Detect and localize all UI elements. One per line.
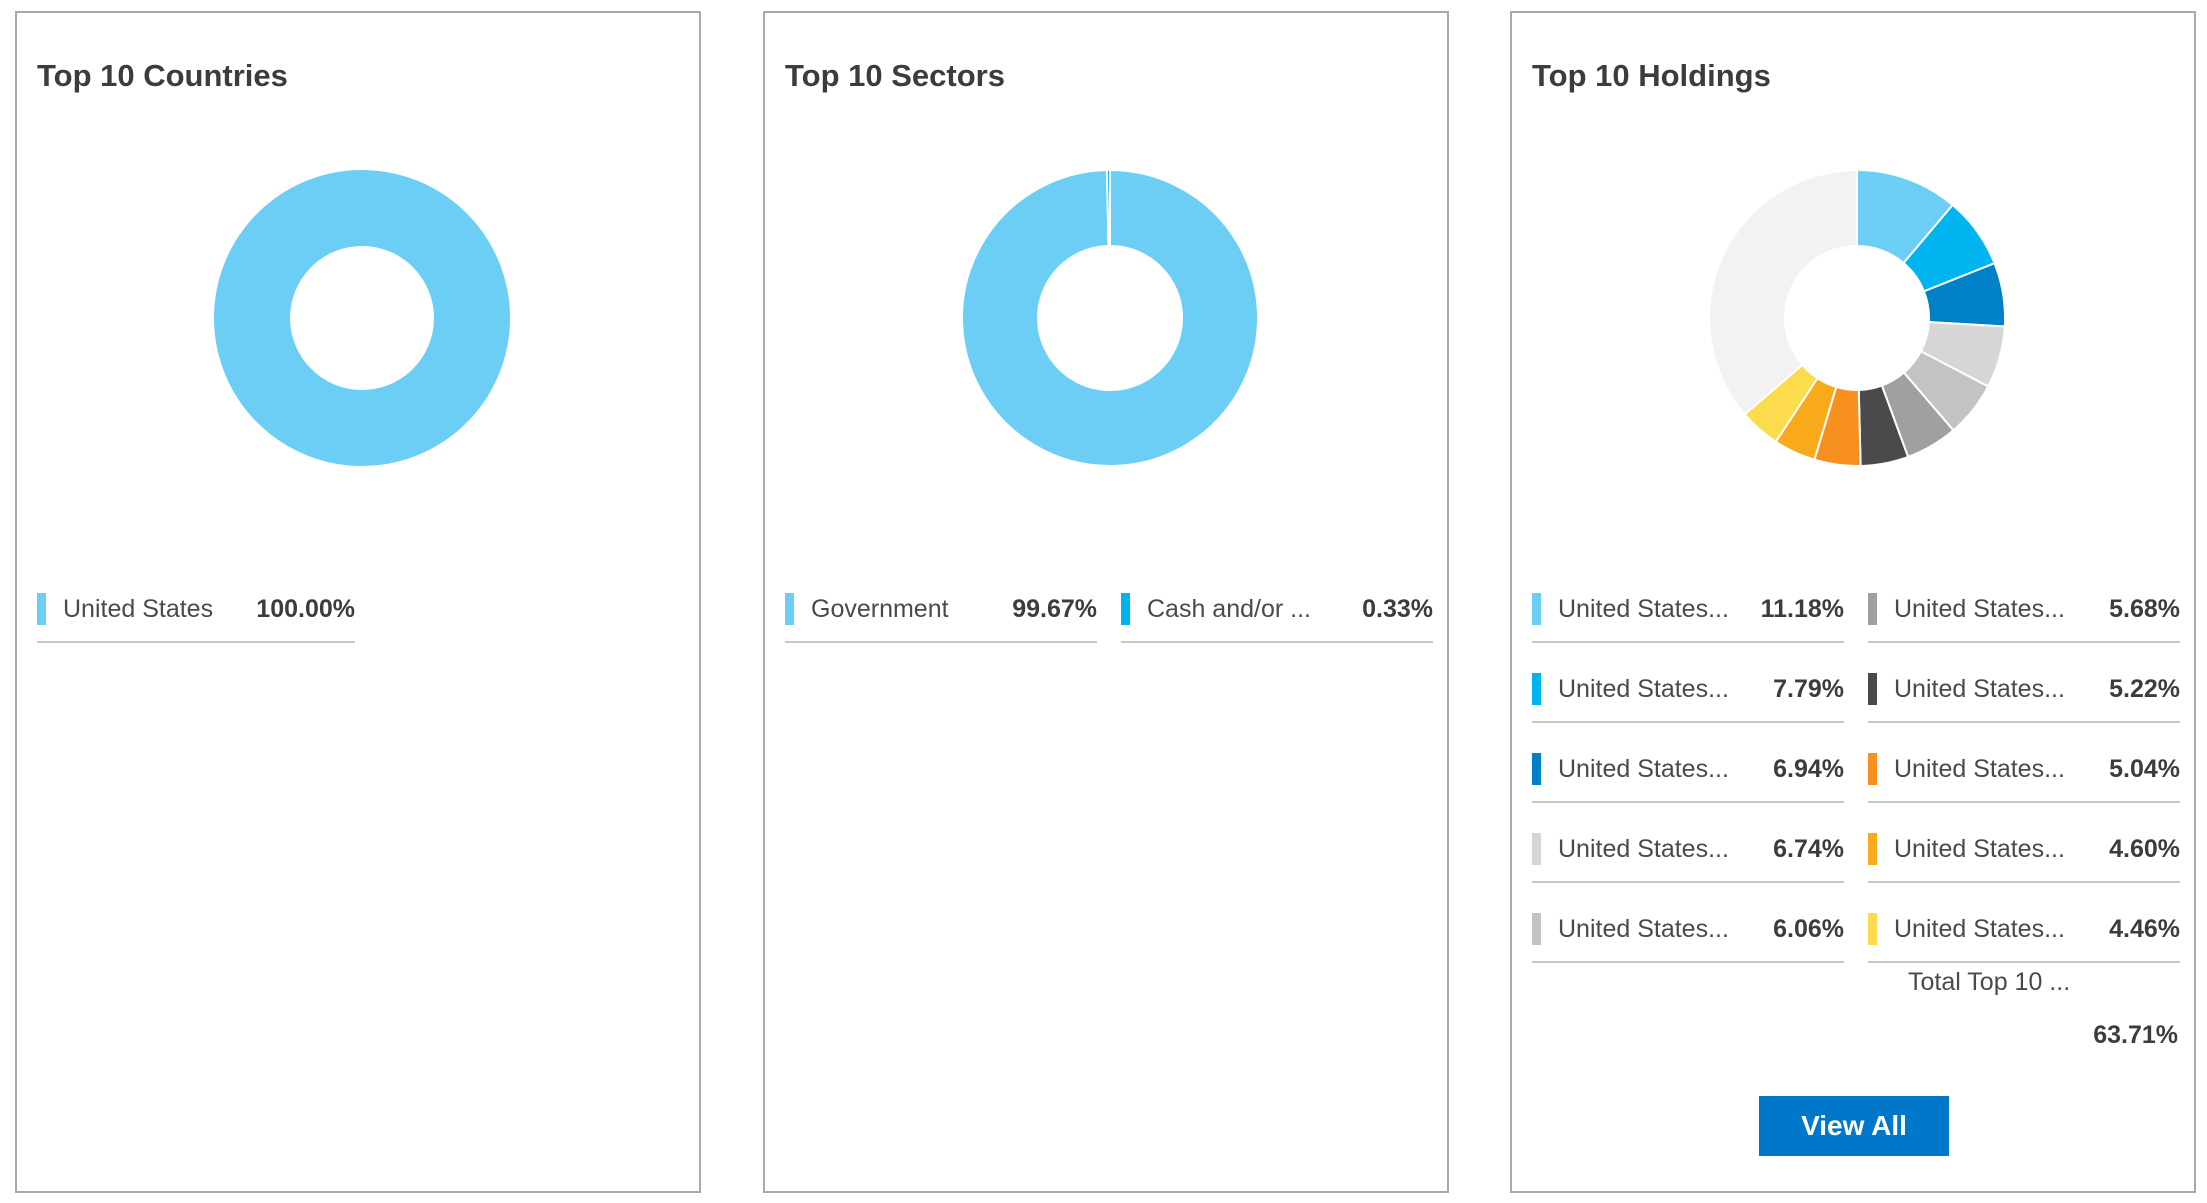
holdings-panel-title: Top 10 Holdings (1532, 58, 1771, 93)
legend-swatch (1532, 593, 1541, 625)
legend-swatch (1532, 673, 1541, 705)
legend-label: United States... (1558, 595, 1729, 623)
sectors-legend-item: Government 99.67% (785, 573, 1097, 643)
countries-panel-title: Top 10 Countries (37, 58, 288, 93)
donut-slice (214, 170, 510, 466)
legend-swatch (1868, 833, 1877, 865)
holdings-legend-item: United States... 5.22% (1868, 653, 2180, 723)
countries-legend-item: United States 100.00% (37, 573, 355, 643)
legend-value: 0.33% (1362, 595, 1433, 623)
legend-swatch (1868, 753, 1877, 785)
legend-value: 7.79% (1773, 675, 1844, 703)
legend-label: United States... (1894, 915, 2065, 943)
holdings-legend-item: United States... 5.04% (1868, 733, 2180, 803)
legend-swatch (785, 593, 794, 625)
legend-swatch (1532, 753, 1541, 785)
legend-value: 5.22% (2109, 675, 2180, 703)
donut-slice (1105, 168, 1111, 248)
legend-label: United States... (1558, 675, 1729, 703)
legend-label: United States... (1894, 675, 2065, 703)
legend-swatch (1868, 913, 1877, 945)
legend-label: United States... (1558, 755, 1729, 783)
legend-label: United States... (1558, 915, 1729, 943)
legend-label: United States (63, 595, 214, 623)
legend-value: 11.18% (1760, 595, 1844, 623)
legend-label: United States... (1558, 835, 1729, 863)
holdings-legend-item: United States... 6.94% (1532, 733, 1844, 803)
holdings-legend-item: United States... 11.18% (1532, 573, 1844, 643)
legend-swatch (1121, 593, 1130, 625)
legend-label: Cash and/or ... (1147, 595, 1311, 623)
legend-value: 4.46% (2109, 915, 2180, 943)
holdings-legend-item: United States... 6.06% (1532, 893, 1844, 963)
legend-label: United States... (1894, 835, 2065, 863)
holdings-legend-item: United States... 4.46% (1868, 893, 2180, 963)
donut-slice-remainder (1708, 168, 1858, 416)
total-top10-label: Total Top 10 ... (1908, 968, 2071, 996)
sectors-donut-chart (961, 168, 1259, 467)
sectors-legend-item: Cash and/or ... 0.33% (1121, 573, 1433, 643)
holdings-legend-item: United States... 7.79% (1532, 653, 1844, 723)
total-top10-value: 63.71% (2093, 1021, 2178, 1049)
countries-donut-chart (214, 170, 510, 466)
legend-label: Government (811, 595, 949, 623)
holdings-donut-chart (1708, 168, 2006, 467)
legend-swatch (1532, 913, 1541, 945)
legend-value: 6.06% (1773, 915, 1844, 943)
legend-swatch (1868, 593, 1877, 625)
holdings-legend-item: United States... 5.68% (1868, 573, 2180, 643)
legend-label: United States... (1894, 755, 2065, 783)
holdings-legend-item: United States... 4.60% (1868, 813, 2180, 883)
donut-slice (961, 168, 1259, 467)
legend-swatch (37, 593, 46, 625)
legend-label: United States... (1894, 595, 2065, 623)
legend-swatch (1532, 833, 1541, 865)
sectors-panel-title: Top 10 Sectors (785, 58, 1005, 93)
view-all-button[interactable]: View All (1759, 1096, 1949, 1156)
legend-value: 6.94% (1773, 755, 1844, 783)
sectors-panel: Top 10 Sectors Government 99.67% Cash an… (763, 11, 1449, 1193)
holdings-panel: Top 10 Holdings United States... 11.18% … (1510, 11, 2196, 1193)
legend-swatch (1868, 673, 1877, 705)
legend-value: 5.68% (2109, 595, 2180, 623)
holdings-legend-item: United States... 6.74% (1532, 813, 1844, 883)
legend-value: 6.74% (1773, 835, 1844, 863)
legend-value: 100.00% (256, 595, 355, 623)
legend-value: 5.04% (2109, 755, 2180, 783)
legend-value: 99.67% (1012, 595, 1097, 623)
countries-panel: Top 10 Countries United States 100.00% (15, 11, 701, 1193)
legend-value: 4.60% (2109, 835, 2180, 863)
